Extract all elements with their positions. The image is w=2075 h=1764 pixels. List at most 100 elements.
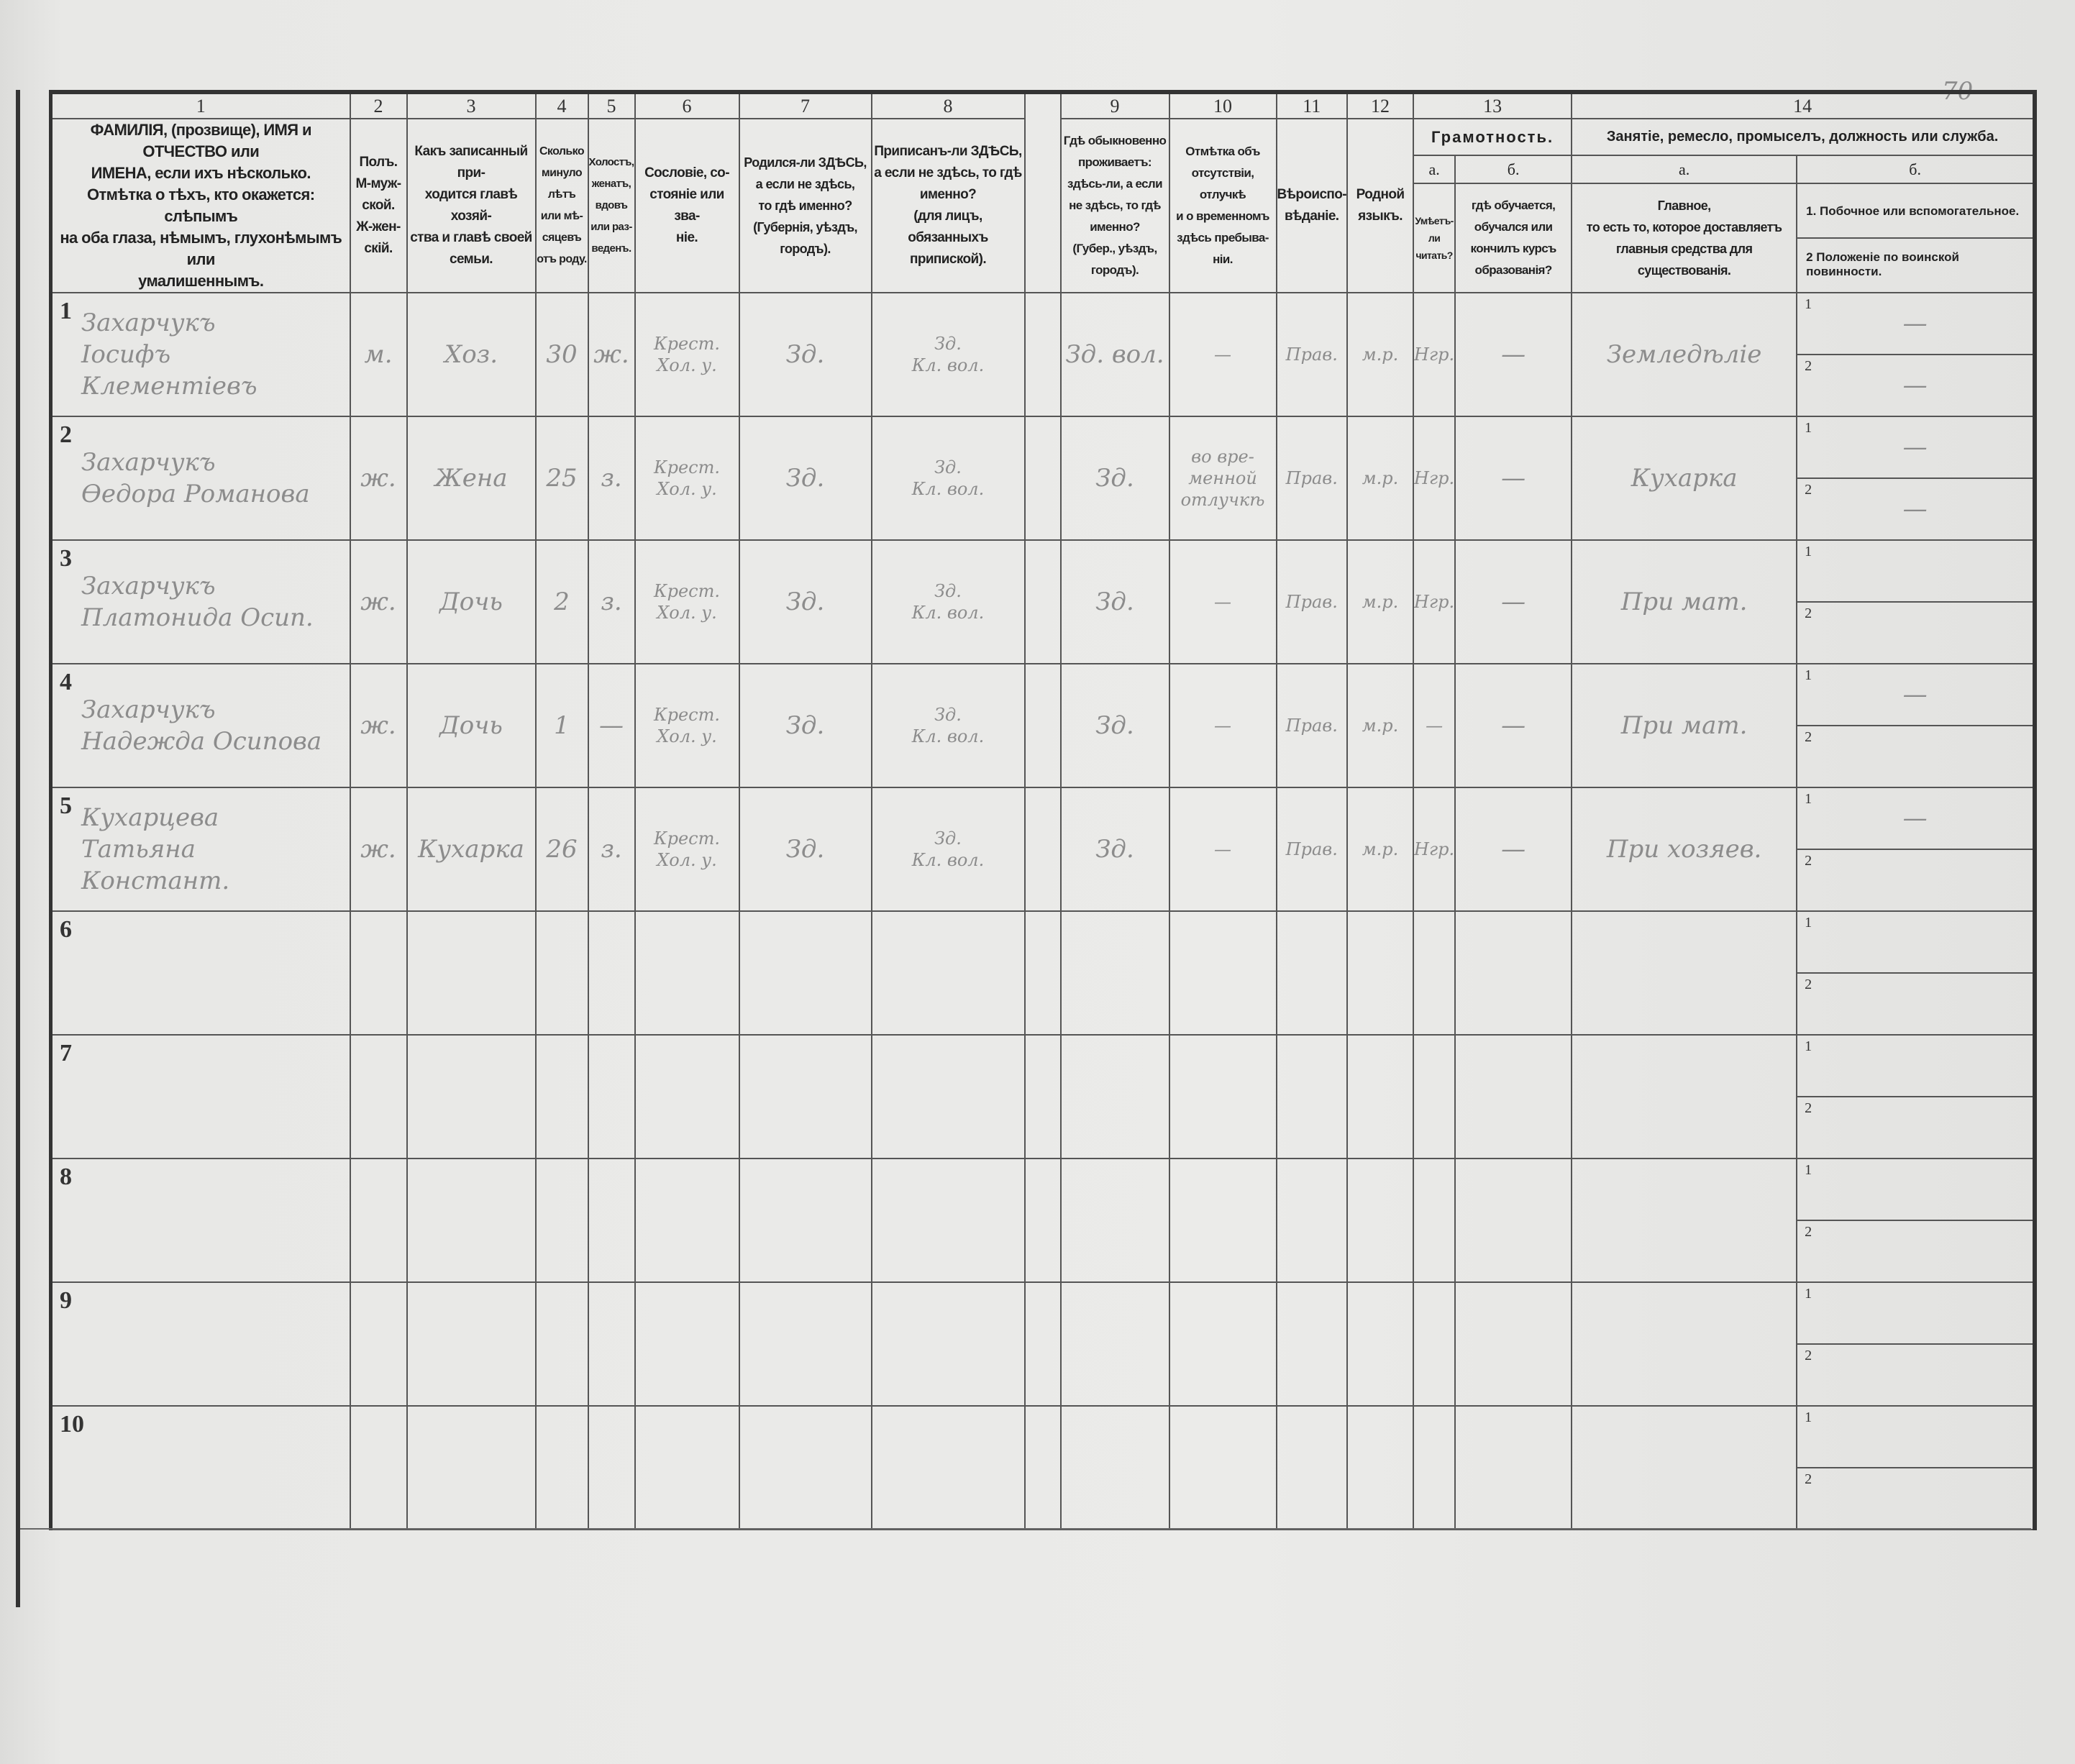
literacy-cell	[1413, 910, 1456, 1036]
age-cell	[534, 1405, 589, 1530]
col-number: 5	[587, 91, 636, 119]
sex-value: ж.	[360, 588, 396, 616]
sex-cell	[349, 1034, 408, 1159]
secondary-military-cell: 1— 2	[1796, 787, 2036, 912]
person-name: Захарчукъ Өедора Романова	[81, 448, 310, 508]
religion-value: Прав.	[1285, 344, 1338, 365]
table-row: 8 1 2	[50, 1158, 2036, 1283]
table-row: 5 Кухарцева Татьяна Констант. ж. Кухарка 26…	[50, 787, 2036, 912]
relation-value: Жена	[434, 464, 508, 493]
header-language: Родной языкъ.	[1346, 118, 1415, 293]
name-cell: 6	[50, 910, 351, 1036]
col-number: 13	[1413, 91, 1573, 119]
absence-value: —	[1214, 716, 1231, 736]
person-name: Захарчукъ Надежда Осипова	[81, 695, 322, 756]
header-education: гдѣ обучается, обучался или кончилъ курс…	[1454, 182, 1573, 294]
relation-cell: Жена	[406, 416, 537, 541]
language-cell: м.р.	[1346, 416, 1415, 541]
header-relation: Какъ записанный при- ходится главѣ хозяй…	[406, 118, 537, 293]
row-number: 6	[60, 916, 72, 943]
religion-cell	[1275, 1158, 1349, 1283]
slot-label: 1	[1805, 420, 1812, 436]
literacy-cell	[1413, 1158, 1456, 1283]
estate-cell: Крест. Хол. у.	[634, 292, 740, 417]
education-value: —	[1501, 340, 1526, 369]
sex-cell	[349, 1405, 408, 1530]
language-cell	[1346, 910, 1415, 1036]
estate-value: Крест. Хол. у.	[654, 334, 720, 375]
table-row: 2 Захарчукъ Өедора Романова ж. Жена 25 з. Кре…	[50, 416, 2036, 541]
military-status-slot: 2	[1798, 1097, 2033, 1157]
col-number: 2	[349, 91, 408, 119]
military-status-slot: 2	[1798, 603, 2033, 662]
spacer-column	[1023, 787, 1062, 912]
estate-value: Крест. Хол. у.	[654, 457, 720, 499]
residence-cell: Зд.	[1059, 416, 1170, 541]
name-cell: 10	[50, 1405, 351, 1530]
estate-cell	[634, 1034, 740, 1159]
slot-label: 2	[1805, 482, 1812, 498]
religion-cell: Прав.	[1275, 663, 1349, 788]
absence-cell	[1168, 1281, 1277, 1407]
occupation-value: При мат.	[1620, 711, 1748, 740]
name-cell: 4 Захарчукъ Надежда Осипова	[50, 663, 351, 788]
age-cell: 25	[534, 416, 589, 541]
absence-cell: —	[1168, 292, 1277, 417]
birthplace-value: Зд.	[785, 340, 825, 369]
registered-value: Зд. Кл. вол.	[911, 334, 985, 375]
row-number: 1	[60, 298, 72, 324]
secondary-military-cell: 1— 2—	[1796, 292, 2036, 417]
sex-value: ж.	[360, 835, 396, 864]
military-status-slot: 2—	[1798, 479, 2033, 539]
language-cell: м.р.	[1346, 539, 1415, 664]
slot-label: 1	[1805, 667, 1812, 683]
slot-label: 1	[1805, 1409, 1812, 1425]
secondary-occupation-slot: 1	[1798, 1407, 2033, 1468]
table-row: 9 1 2	[50, 1281, 2036, 1407]
marital-cell	[587, 910, 636, 1036]
registered-cell: Зд. Кл. вол.	[870, 539, 1026, 664]
header-registered: Приписанъ-ли ЗДѢСЬ, а если не здѣсь, то …	[870, 118, 1026, 293]
residence-value: Зд.	[1095, 464, 1134, 493]
birthplace-cell: Зд.	[738, 416, 872, 541]
religion-cell	[1275, 1281, 1349, 1407]
marital-cell	[587, 1405, 636, 1530]
absence-cell: —	[1168, 539, 1277, 664]
sex-cell: ж.	[349, 787, 408, 912]
literate-value: —	[1426, 716, 1444, 736]
name-cell: 9	[50, 1281, 351, 1407]
name-cell: 5 Кухарцева Татьяна Констант.	[50, 787, 351, 912]
relation-cell	[406, 910, 537, 1036]
person-name: Захарчукъ Платонида Осип.	[81, 572, 314, 632]
sex-cell: ж.	[349, 539, 408, 664]
registered-value: Зд. Кл. вол.	[911, 581, 985, 623]
occupation-value: При мат.	[1620, 588, 1748, 616]
registered-cell: Зд. Кл. вол.	[870, 663, 1026, 788]
bottom-rule	[20, 1528, 2031, 1530]
military-status-slot: 2	[1798, 1468, 2033, 1528]
residence-value: Зд.	[1095, 711, 1134, 740]
spacer-column	[1023, 910, 1062, 1036]
education-value: —	[1501, 711, 1526, 740]
residence-cell	[1059, 1034, 1170, 1159]
religion-cell	[1275, 910, 1349, 1036]
age-cell	[534, 1034, 589, 1159]
absence-cell	[1168, 1158, 1277, 1283]
census-form-table: 1 2 3 4 5 6 7 8 9 10 11 12 13 14 ФАМИЛІЯ…	[49, 90, 2038, 1530]
age-cell: 1	[534, 663, 589, 788]
birthplace-cell	[738, 910, 872, 1036]
slot-label: 1	[1805, 1038, 1812, 1054]
language-value: м.р.	[1362, 344, 1399, 365]
birthplace-cell: Зд.	[738, 787, 872, 912]
language-value: м.р.	[1362, 592, 1399, 612]
column-header-row: ФАМИЛІЯ, (прозвище), ИМЯ и ОТЧЕСТВО или …	[50, 117, 2036, 293]
header-birthplace: Родился-ли ЗДѢСЬ, а если не здѣсь, то гд…	[738, 118, 872, 293]
absence-value: —	[1214, 839, 1231, 859]
row-number: 5	[60, 792, 72, 819]
birthplace-value: Зд.	[785, 711, 825, 740]
estate-cell	[634, 910, 740, 1036]
header-sex: Полъ. М-муж- ской. Ж-жен- скій.	[349, 118, 408, 293]
marital-cell: з.	[587, 539, 636, 664]
col-number: 14	[1571, 91, 2036, 119]
absence-cell: —	[1168, 787, 1277, 912]
